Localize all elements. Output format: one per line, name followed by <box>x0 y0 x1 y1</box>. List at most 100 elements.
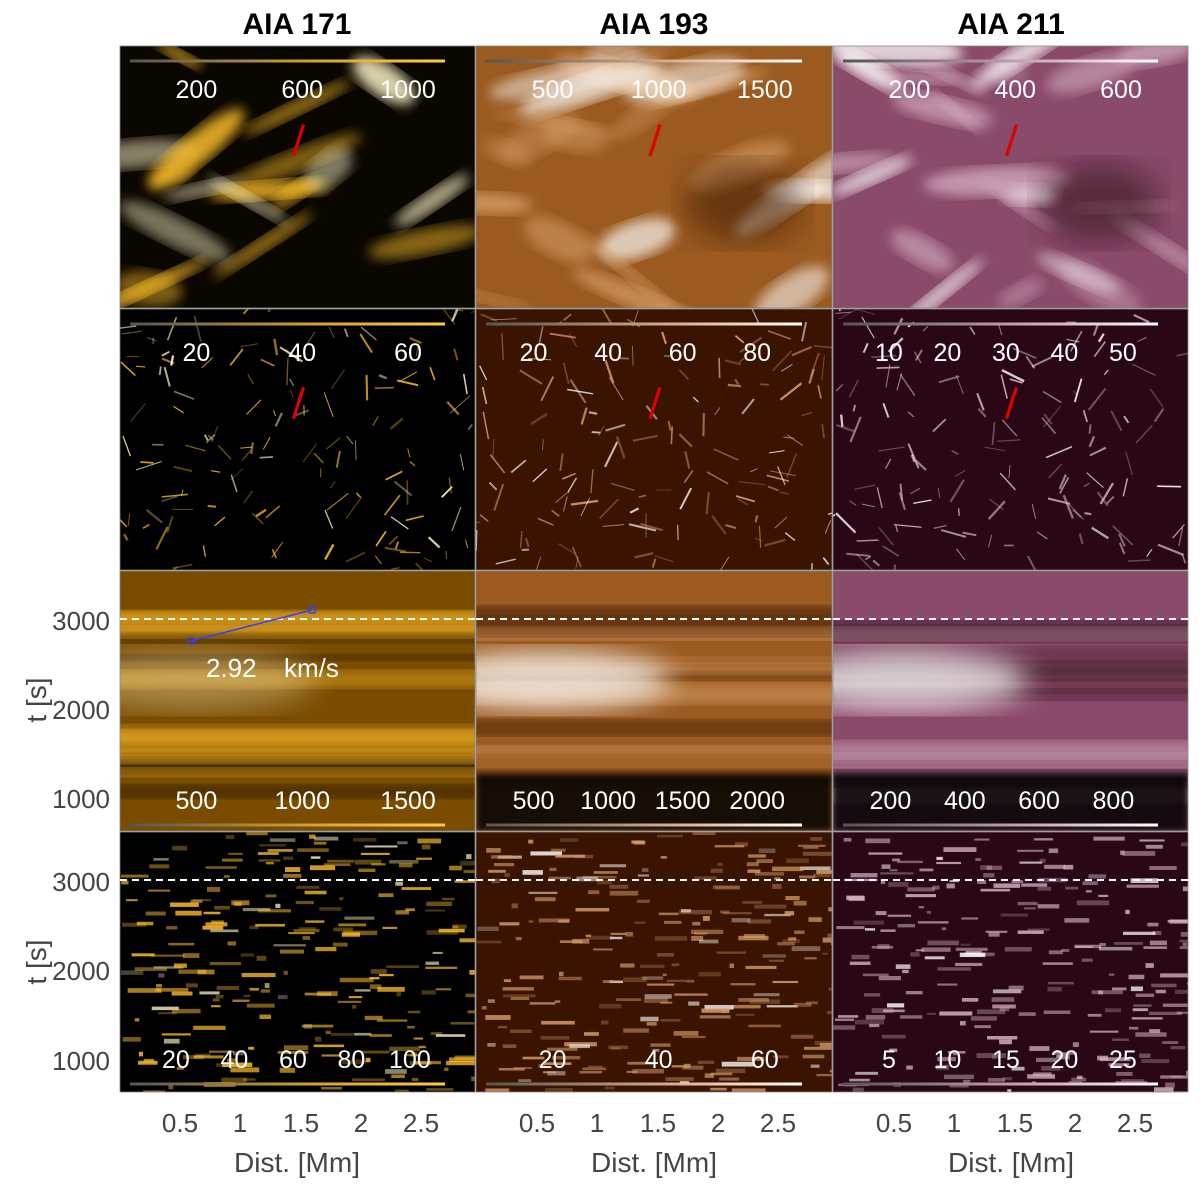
colorbar-tick-label: 5 <box>882 1046 896 1074</box>
x-tick-label: 1 <box>947 1108 961 1138</box>
x-tick-label: 1 <box>233 1108 247 1138</box>
x-axis-label: Dist. [Mm] <box>948 1147 1074 1178</box>
slit-marker <box>1004 386 1019 420</box>
x-tick-label: 2.5 <box>1117 1108 1153 1138</box>
colorbar-tick-label: 40 <box>288 339 316 367</box>
colorbar <box>486 1082 802 1086</box>
x-tick-label: 2 <box>354 1108 368 1138</box>
colorbar-tick-label: 500 <box>513 787 555 815</box>
colorbar-tick-label: 40 <box>594 339 622 367</box>
colorbar-tick-label: 500 <box>532 76 574 104</box>
colorbar-tick-label: 1000 <box>631 76 687 104</box>
colorbar-tick-label: 1000 <box>380 76 436 104</box>
colorbar-tick-label: 80 <box>337 1046 365 1074</box>
colorbar-tick-label: 2000 <box>729 787 785 815</box>
colorbar-tick-label: 40 <box>645 1046 673 1074</box>
slit-marker <box>291 386 306 420</box>
colorbar-tick-label: 20 <box>933 339 961 367</box>
colorbar-tick-label: 600 <box>281 76 323 104</box>
column-title: AIA 193 <box>600 8 709 41</box>
x-tick-label: 0.5 <box>519 1108 555 1138</box>
panel-image: 20 40 60 80 <box>475 308 833 571</box>
velocity-fit-line <box>190 609 313 642</box>
colorbar-tick-label: 200 <box>870 787 912 815</box>
colorbar-tick-label: 40 <box>220 1046 248 1074</box>
colorbar-tick-label: 60 <box>394 339 422 367</box>
colorbar-tick-label: 100 <box>389 1046 431 1074</box>
colorbar-tick-label: 1500 <box>737 76 793 104</box>
slit-marker <box>291 124 306 157</box>
x-tick-label: 0.5 <box>162 1108 198 1138</box>
colorbar-tick-label: 600 <box>1100 76 1142 104</box>
column-title: AIA 171 <box>243 8 352 41</box>
colorbar <box>843 823 1158 827</box>
colorbar-tick-label: 15 <box>992 1046 1020 1074</box>
y-axis-label: t [s] <box>21 939 52 984</box>
colorbar <box>130 823 445 827</box>
colorbar-tick-label: 20 <box>182 339 210 367</box>
panel-image: 500 1000 1500 <box>475 45 833 309</box>
colorbar-tick-label: 400 <box>944 787 986 815</box>
colorbar <box>486 823 802 827</box>
panel-image: 20 40 60 80 100 <box>119 831 476 1093</box>
colorbar-tick-label: 20 <box>162 1046 190 1074</box>
colorbar-tick-label: 50 <box>1109 339 1137 367</box>
colorbar-tick-label: 1000 <box>580 787 636 815</box>
panel-image: 200 400 600 800 <box>832 570 1189 832</box>
colorbar-tick-label: 80 <box>743 339 771 367</box>
colorbar-tick-label: 800 <box>1093 787 1135 815</box>
x-tick-label: 2 <box>711 1108 725 1138</box>
x-tick-label: 0.5 <box>876 1108 912 1138</box>
slit-marker <box>1004 124 1019 157</box>
colorbar-tick-label: 20 <box>520 339 548 367</box>
x-axis-label: Dist. [Mm] <box>591 1147 717 1178</box>
colorbar-tick-label: 10 <box>875 339 903 367</box>
colorbar-tick-label: 40 <box>1050 339 1078 367</box>
y-tick-label: 2000 <box>52 956 110 986</box>
colorbar <box>130 1082 445 1086</box>
colorbar <box>843 59 1158 63</box>
colorbar-tick-label: 25 <box>1109 1046 1137 1074</box>
panel-grid: 200 600 1000 500 1000 1500 200 400 600 20 40 60 20 40… <box>119 45 1189 1093</box>
colorbar-tick-label: 200 <box>176 76 218 104</box>
colorbar-tick-label: 1500 <box>655 787 711 815</box>
x-tick-label: 1.5 <box>997 1108 1033 1138</box>
panel-image: 500 1000 1500 <box>119 570 476 832</box>
column-title: AIA 211 <box>957 8 1064 41</box>
colorbar <box>130 59 445 63</box>
colorbar-tick-label: 60 <box>279 1046 307 1074</box>
panel-image: 20 40 60 <box>475 831 833 1093</box>
x-tick-label: 1.5 <box>640 1108 676 1138</box>
y-axis-label: t [s] <box>21 677 52 722</box>
y-tick-label: 1000 <box>52 1046 110 1076</box>
velocity-unit: km/s <box>284 653 339 683</box>
y-tick-label: 1000 <box>52 784 110 814</box>
colorbar-tick-label: 60 <box>751 1046 779 1074</box>
colorbar-tick-label: 1500 <box>380 787 436 815</box>
x-tick-label: 1 <box>590 1108 604 1138</box>
slit-marker <box>648 124 662 157</box>
colorbar-tick-label: 200 <box>889 76 931 104</box>
y-tick-label: 3000 <box>52 606 110 636</box>
fit-endpoint-marker <box>187 637 195 645</box>
panel-image: 20 40 60 <box>119 308 476 571</box>
colorbar-tick-label: 30 <box>992 339 1020 367</box>
colorbar-tick-label: 600 <box>1018 787 1060 815</box>
x-tick-label: 1.5 <box>283 1108 319 1138</box>
velocity-value: 2.92 <box>206 653 257 683</box>
panel-image: 10 20 30 40 50 <box>832 308 1189 571</box>
colorbar-tick-label: 400 <box>994 76 1036 104</box>
fit-endpoint-marker <box>308 606 316 614</box>
y-tick-label: 2000 <box>52 695 110 725</box>
x-axis-label: Dist. [Mm] <box>234 1147 360 1178</box>
panel-image: 500 1000 1500 2000 <box>475 570 833 832</box>
colorbar-tick-label: 10 <box>933 1046 961 1074</box>
x-tick-label: 2.5 <box>760 1108 796 1138</box>
panel-image: 5 10 15 20 25 <box>832 831 1189 1093</box>
slit-marker <box>648 386 662 420</box>
colorbar-tick-label: 60 <box>669 339 697 367</box>
panel-image: 200 600 1000 <box>119 45 476 309</box>
colorbar <box>130 322 445 326</box>
colorbar <box>843 1082 1158 1086</box>
